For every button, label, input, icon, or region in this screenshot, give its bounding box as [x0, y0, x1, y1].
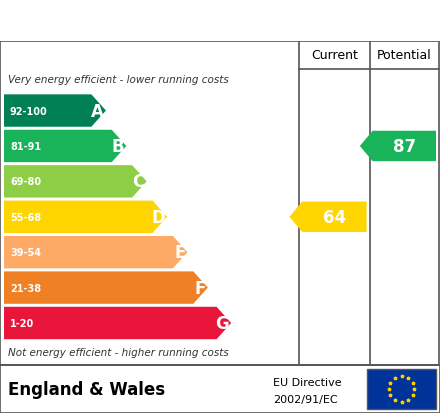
Text: 55-68: 55-68: [10, 212, 41, 222]
Text: England & Wales: England & Wales: [8, 380, 165, 398]
Text: 87: 87: [393, 138, 416, 156]
Polygon shape: [4, 307, 231, 339]
Text: 69-80: 69-80: [10, 177, 41, 187]
Bar: [367, 369, 436, 409]
Text: B: B: [112, 138, 125, 156]
Polygon shape: [290, 202, 367, 233]
Text: 81-91: 81-91: [10, 142, 41, 152]
Polygon shape: [4, 236, 187, 269]
Text: 92-100: 92-100: [10, 106, 48, 116]
Polygon shape: [4, 166, 147, 198]
Text: Very energy efficient - lower running costs: Very energy efficient - lower running co…: [8, 75, 229, 85]
Text: 39-54: 39-54: [10, 247, 41, 258]
Text: D: D: [151, 208, 165, 226]
Text: Energy Efficiency Rating: Energy Efficiency Rating: [11, 11, 299, 31]
Polygon shape: [360, 131, 436, 162]
Text: A: A: [91, 102, 104, 120]
Text: C: C: [132, 173, 145, 191]
Text: Potential: Potential: [377, 49, 432, 62]
Text: 64: 64: [323, 208, 346, 226]
Polygon shape: [4, 131, 126, 163]
Polygon shape: [4, 201, 167, 233]
Text: F: F: [194, 279, 206, 297]
Polygon shape: [4, 95, 106, 128]
Polygon shape: [4, 272, 208, 304]
Text: EU Directive: EU Directive: [273, 377, 341, 387]
Text: 21-38: 21-38: [10, 283, 41, 293]
Text: E: E: [174, 244, 186, 261]
Text: 1-20: 1-20: [10, 318, 34, 328]
Text: G: G: [216, 314, 229, 332]
Text: Current: Current: [311, 49, 358, 62]
Text: 2002/91/EC: 2002/91/EC: [273, 394, 337, 404]
Text: Not energy efficient - higher running costs: Not energy efficient - higher running co…: [8, 347, 229, 357]
